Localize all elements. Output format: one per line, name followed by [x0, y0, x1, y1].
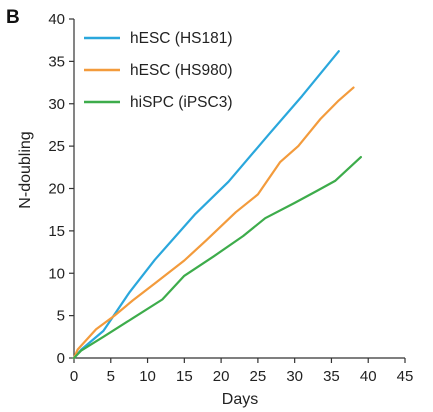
y-tick-label: 25 — [48, 138, 65, 155]
legend-label-3: hiSPC (iPSC3) — [130, 94, 233, 111]
x-tick-label: 40 — [360, 368, 377, 385]
axis-ticks: 0 5 10 15 20 25 30 35 40 0 5 10 15 20 25 30 35 40 45 — [48, 11, 413, 385]
y-tick-label: 20 — [48, 181, 65, 198]
x-tick-label: 35 — [323, 368, 340, 385]
legend: hESC (HS181) hESC (HS980) hiSPC (iPSC3) — [84, 30, 233, 111]
y-tick-label: 10 — [48, 265, 65, 282]
x-axis-title: Days — [222, 391, 258, 408]
x-tick-label: 15 — [176, 368, 193, 385]
y-tick-label: 15 — [48, 223, 65, 240]
y-tick-label: 30 — [48, 96, 65, 113]
y-tick-label: 35 — [48, 53, 65, 70]
x-tick-label: 20 — [213, 368, 230, 385]
y-tick-label: 40 — [48, 11, 65, 28]
x-tick-label: 30 — [286, 368, 303, 385]
series-line-1 — [72, 50, 340, 360]
legend-label-1: hESC (HS181) — [130, 30, 233, 47]
x-tick-label: 10 — [139, 368, 156, 385]
legend-label-2: hESC (HS980) — [130, 62, 233, 79]
panel-label: B — [6, 7, 20, 28]
series-line-3 — [72, 156, 362, 360]
y-tick-label: 0 — [57, 350, 65, 367]
x-tick-label: 5 — [107, 368, 115, 385]
y-tick-label: 5 — [57, 308, 65, 325]
series-line-2 — [72, 86, 355, 360]
y-axis-title: N-doubling — [17, 131, 34, 208]
series-lines — [72, 50, 362, 360]
x-tick-label: 45 — [397, 368, 414, 385]
x-tick-label: 0 — [70, 368, 78, 385]
x-tick-label: 25 — [250, 368, 267, 385]
